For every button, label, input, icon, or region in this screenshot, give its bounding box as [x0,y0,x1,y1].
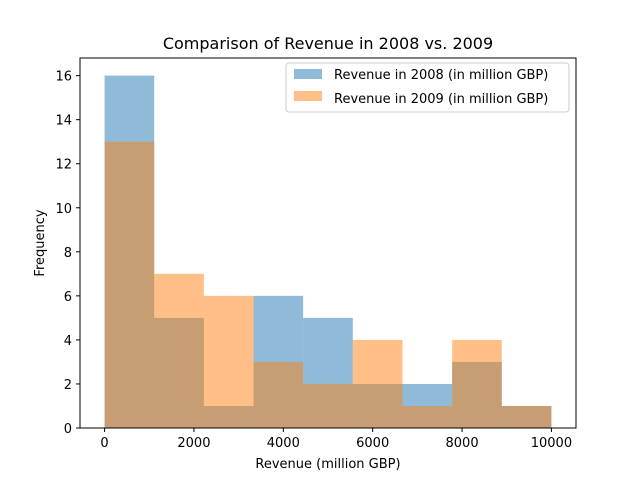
x-axis-label: Revenue (million GBP) [255,457,400,472]
y-tick-label: 12 [55,158,72,173]
y-axis-label: Frequency [33,209,48,276]
bar-series-1-bin-2 [203,295,254,428]
bar-series-1-bin-6 [402,405,453,428]
bar-series-1-bin-8 [501,405,552,428]
y-tick-label: 14 [55,114,72,129]
legend-label-2008: Revenue in 2008 (in million GBP) [334,68,548,83]
plot-frame [79,57,577,429]
legend-frame [285,62,570,113]
x-tick-label: 8000 [446,436,479,451]
y-tick-label: 6 [64,290,72,305]
legend: Revenue in 2008 (in million GBP) Revenue… [285,62,570,113]
x-tick-label: 2000 [177,436,210,451]
y-tick-label: 16 [55,70,72,85]
x-tick-label: 0 [100,436,108,451]
legend-swatch-2008 [294,69,322,79]
y-axis-ticks: 0 2 4 6 8 10 12 14 16 [55,70,80,437]
y-tick-label: 10 [55,202,72,217]
legend-swatch-2009 [294,91,322,101]
x-tick-label: 6000 [356,436,389,451]
y-tick-label: 4 [64,334,72,349]
bar-series-1-bin-0 [104,141,155,428]
bar-series-1-bin-4 [303,383,353,428]
chart-title: Comparison of Revenue in 2008 vs. 2009 [163,34,493,53]
bar-series-1-bin-5 [352,339,403,428]
y-tick-label: 0 [64,422,72,437]
legend-label-2009: Revenue in 2009 (in million GBP) [334,92,548,107]
x-tick-label: 4000 [267,436,300,451]
bar-series-1-bin-1 [154,273,204,428]
bar-series-1-bin-7 [452,339,502,428]
bar-series-1-bin-3 [253,361,304,428]
bars-layer [104,75,552,428]
x-tick-label: 10000 [531,436,572,451]
x-axis-ticks: 0 2000 4000 6000 8000 10000 [100,428,572,451]
y-tick-label: 8 [64,246,72,261]
y-tick-label: 2 [64,378,72,393]
